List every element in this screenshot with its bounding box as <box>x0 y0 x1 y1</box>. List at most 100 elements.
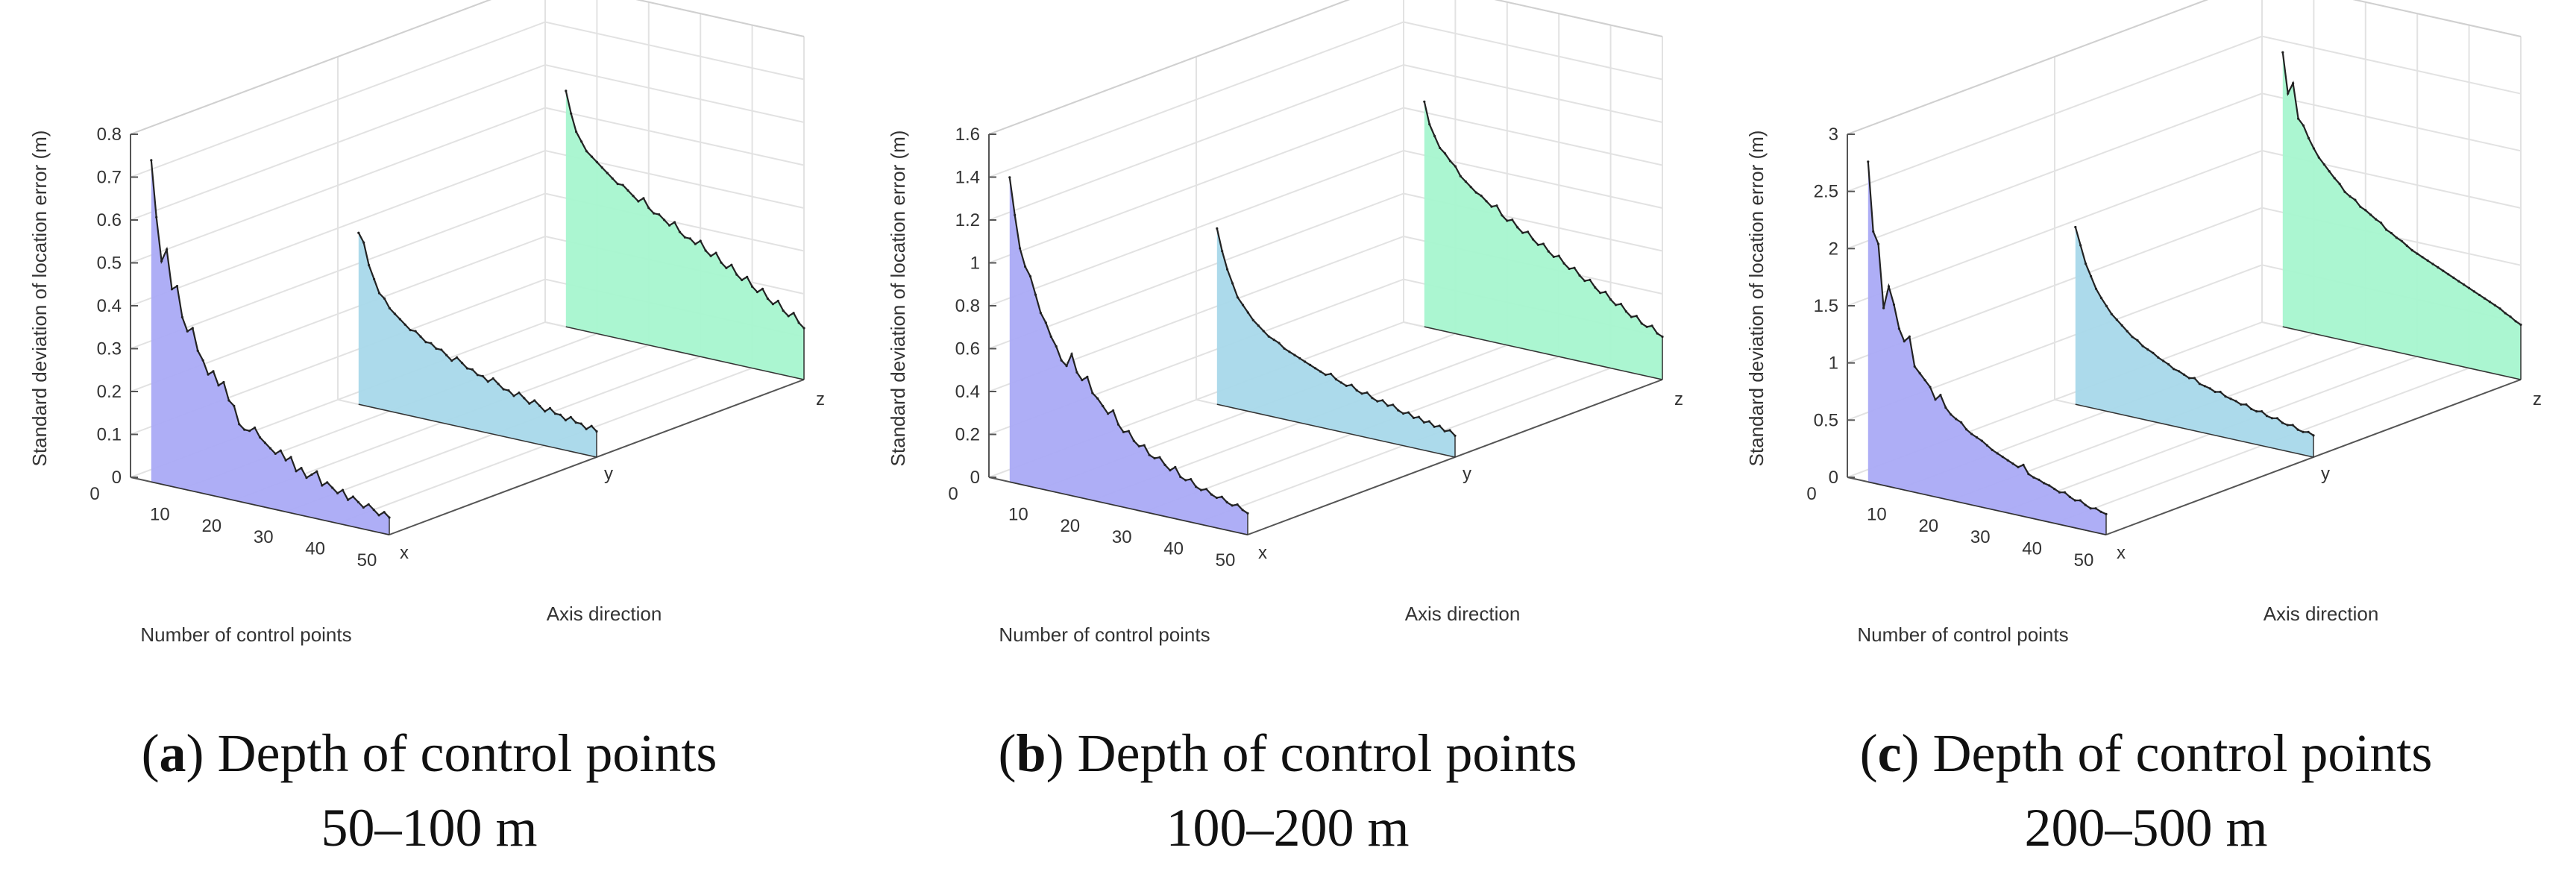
data-point <box>694 242 697 245</box>
caption-b-line1: (b) Depth of control points <box>998 723 1577 783</box>
data-point <box>2514 320 2517 323</box>
data-point <box>1028 275 1032 278</box>
data-point <box>2208 387 2211 390</box>
grid-line <box>988 63 1663 221</box>
series-x-baseline <box>1867 481 2107 535</box>
data-point <box>1008 176 1011 179</box>
data-point <box>1892 303 1896 307</box>
data-point <box>2079 499 2082 502</box>
data-point <box>621 183 624 186</box>
y-category-label: x <box>1258 543 1267 563</box>
data-point <box>746 275 749 278</box>
data-point <box>2442 269 2445 272</box>
z-tick-label: 0.2 <box>97 382 122 402</box>
data-point <box>2203 385 2206 388</box>
data-point <box>2110 312 2113 315</box>
data-point <box>595 430 598 433</box>
data-point <box>2182 373 2186 376</box>
data-point <box>709 254 712 257</box>
data-point <box>2245 403 2248 406</box>
data-point <box>1163 463 1166 467</box>
data-point <box>1225 500 1228 504</box>
data-point <box>528 402 531 405</box>
data-point <box>1298 356 1301 360</box>
data-point <box>600 166 603 169</box>
data-point <box>258 436 262 439</box>
data-point <box>1143 444 1146 447</box>
data-point <box>2105 304 2108 307</box>
data-point <box>1965 428 1968 431</box>
data-point <box>367 503 370 506</box>
data-point <box>2136 339 2139 342</box>
data-point <box>1392 403 1395 406</box>
data-point <box>1236 296 1240 299</box>
data-point <box>575 131 578 133</box>
data-point <box>2038 478 2041 481</box>
caption-c-text: Depth of control points <box>1919 723 2433 783</box>
y-category-label: y <box>1463 464 1471 484</box>
data-point <box>1402 412 1405 415</box>
z-tick-label: 1 <box>970 254 980 274</box>
data-point <box>2385 228 2388 231</box>
data-point <box>1148 453 1151 456</box>
data-point <box>1923 379 1926 382</box>
z-tick-label: 0.4 <box>955 382 980 402</box>
data-point <box>1251 318 1254 321</box>
data-point <box>761 287 764 290</box>
grid-line <box>1847 35 2522 192</box>
data-point <box>175 285 179 288</box>
data-point <box>356 500 359 503</box>
data-point <box>1443 430 1446 433</box>
data-point <box>1314 367 1317 370</box>
data-point <box>1174 465 1177 469</box>
y-category-label: x <box>400 543 409 563</box>
data-point <box>2099 510 2102 513</box>
data-point <box>471 368 474 371</box>
data-point <box>1521 231 1524 234</box>
data-point <box>1060 359 1063 362</box>
data-point <box>2234 400 2237 403</box>
data-point <box>1635 315 1638 318</box>
series-x-baseline <box>151 481 390 535</box>
data-point <box>398 318 401 321</box>
data-point <box>2426 259 2429 262</box>
data-point <box>1210 493 1213 496</box>
chart-b: 0 0.2 0.4 0.6 0.8 1 1.2 1.4 1.6 0 10 20 30 40 50 x y z Sta… <box>887 0 1683 646</box>
data-point <box>1122 430 1125 434</box>
data-point <box>2302 430 2305 433</box>
y-category-label: y <box>604 464 613 484</box>
data-point <box>1190 478 1193 481</box>
y-category-label: z <box>1674 389 1683 409</box>
data-point <box>2240 403 2243 406</box>
data-point <box>1381 399 1384 402</box>
data-point <box>1231 504 1234 507</box>
data-point <box>2302 124 2305 127</box>
data-point <box>512 395 515 397</box>
data-point <box>289 456 292 459</box>
data-point <box>1448 160 1452 163</box>
data-point <box>2478 293 2481 297</box>
data-point <box>730 263 733 266</box>
data-point <box>268 447 271 450</box>
z-axis-label: Standard deviation of location error (m) <box>28 131 51 467</box>
data-point <box>2043 482 2046 485</box>
data-point <box>1019 247 1022 250</box>
series-y-baseline <box>2075 403 2314 458</box>
data-point <box>486 380 489 383</box>
data-point <box>2498 307 2501 310</box>
data-point <box>1882 307 1885 309</box>
data-point <box>1624 310 1627 313</box>
data-point <box>362 506 365 509</box>
data-point <box>2178 370 2181 373</box>
data-point <box>2297 117 2300 120</box>
data-point <box>414 330 417 333</box>
z-axis-label: Standard deviation of location error (m) <box>887 131 909 467</box>
data-point <box>1897 327 1900 330</box>
data-point <box>2001 456 2004 459</box>
data-point <box>1454 165 1457 168</box>
data-point <box>1980 439 1983 442</box>
data-point <box>1283 347 1286 350</box>
z-axis-label: Standard deviation of location error (m) <box>1745 131 1768 467</box>
data-point <box>2084 503 2087 506</box>
